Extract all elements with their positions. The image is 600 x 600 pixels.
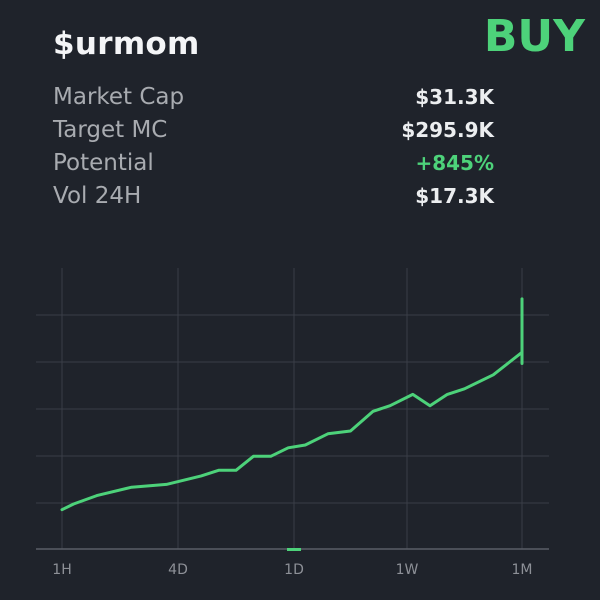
stat-market-cap: Market Cap $31.3K	[53, 80, 494, 113]
x-tick-label: 4D	[168, 562, 188, 578]
stat-value: $295.9K	[401, 117, 494, 142]
x-tick-label: 1D	[284, 562, 304, 578]
stat-potential: Potential +845%	[53, 146, 494, 179]
stat-value: +845%	[415, 150, 494, 175]
stat-value: $31.3K	[415, 84, 494, 109]
x-tick-label: 1M	[512, 562, 533, 578]
stat-label: Vol 24H	[53, 182, 142, 209]
stat-value: $17.3K	[415, 183, 494, 208]
stat-label: Market Cap	[53, 83, 185, 110]
stat-label: Target MC	[53, 116, 168, 143]
stat-volume-24h: Vol 24H $17.3K	[53, 179, 494, 212]
selected-range-indicator	[287, 548, 301, 551]
x-tick-label: 1W	[396, 562, 419, 578]
token-stats: Market Cap $31.3K Target MC $295.9K Pote…	[53, 80, 494, 212]
buy-signal: BUY	[483, 11, 585, 62]
token-ticker: $urmom	[53, 26, 200, 62]
stat-target-mc: Target MC $295.9K	[53, 113, 494, 146]
price-line	[60, 297, 524, 512]
stat-label: Potential	[53, 149, 154, 176]
x-tick-label: 1H	[52, 562, 71, 578]
